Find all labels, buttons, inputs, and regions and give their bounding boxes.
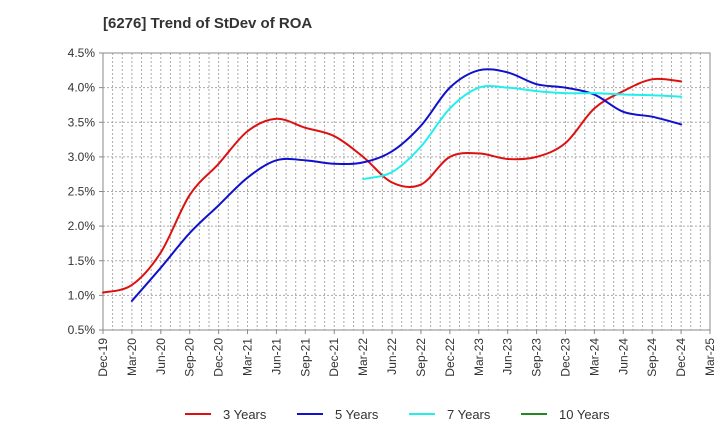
series-line-7-years (362, 84, 683, 181)
x-tick-label: Dec-24 (674, 338, 688, 377)
x-tick-label: Jun-23 (501, 338, 515, 375)
chart-title: [6276] Trend of StDev of ROA (103, 15, 312, 32)
y-tick-label: 3.0% (68, 150, 96, 164)
x-tick-label: Sep-24 (645, 338, 659, 377)
y-tick-label: 4.0% (68, 81, 96, 95)
y-tick-label: 0.5% (68, 323, 96, 337)
y-tick-label: 2.5% (68, 185, 96, 199)
y-tick-label: 4.5% (68, 46, 96, 60)
y-tick-label: 1.5% (68, 254, 96, 268)
legend-label-10-years: 10 Years (559, 407, 610, 422)
x-tick-label: Dec-20 (212, 338, 226, 377)
series-line-3-years (102, 77, 683, 294)
x-tick-label: Dec-19 (96, 338, 110, 377)
x-tick-label: Sep-22 (414, 338, 428, 377)
axis-layer: 0.5% 1.0% 1.5% 2.0% 2.5% 3.0% 3.5% 4.0% 4.5% Dec-… (68, 46, 717, 377)
x-tick-label: Sep-20 (183, 338, 197, 377)
x-tick-label: Mar-20 (125, 338, 139, 376)
legend-label-5-years: 5 Years (335, 407, 379, 422)
x-tick-label: Mar-23 (472, 338, 486, 376)
x-tick-label: Dec-22 (443, 338, 457, 377)
legend-label-3-years: 3 Years (223, 407, 267, 422)
series-layer (102, 68, 683, 302)
legend-label-7-years: 7 Years (447, 407, 491, 422)
x-tick-label: Mar-25 (703, 338, 717, 376)
legend: 3 Years 5 Years 7 Years 10 Years (185, 407, 610, 422)
x-tick-label: Mar-22 (356, 338, 370, 376)
y-tick-label: 1.0% (68, 288, 96, 302)
x-tick-label: Mar-24 (587, 338, 601, 376)
x-tick-label: Dec-21 (327, 338, 341, 377)
x-tick-label: Jun-20 (154, 338, 168, 375)
y-tick-label: 3.5% (68, 115, 96, 129)
x-tick-label: Mar-21 (241, 338, 255, 376)
x-tick-label: Jun-24 (616, 338, 630, 375)
x-tick-label: Sep-21 (298, 338, 312, 377)
y-tick-label: 2.0% (68, 219, 96, 233)
x-tick-label: Jun-21 (269, 338, 283, 375)
x-tick-label: Sep-23 (530, 338, 544, 377)
x-tick-label: Dec-23 (558, 338, 572, 377)
x-tick-label: Jun-22 (385, 338, 399, 375)
